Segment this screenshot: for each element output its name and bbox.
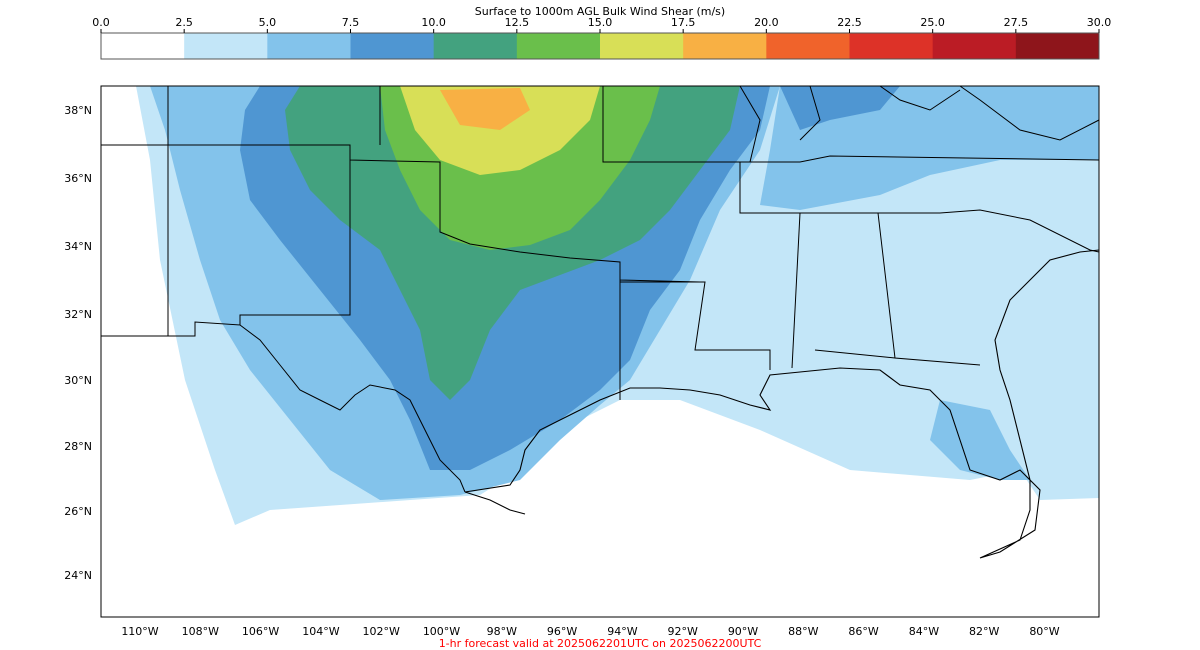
colorbar-swatch bbox=[101, 33, 185, 59]
colorbar-tick-label: 12.5 bbox=[505, 16, 530, 29]
latitude-label: 36°N bbox=[64, 172, 92, 185]
longitude-labels: 110°W 108°W 106°W 104°W 102°W 100°W 98°W 96°W 94… bbox=[121, 625, 1059, 638]
colorbar-tick-label: 7.5 bbox=[342, 16, 360, 29]
latitude-label: 24°N bbox=[64, 569, 92, 582]
longitude-label: 98°W bbox=[487, 625, 517, 638]
colorbar-swatch bbox=[766, 33, 850, 59]
rio-grande bbox=[239, 324, 466, 493]
map-frame bbox=[100, 85, 1100, 618]
latitude-label: 38°N bbox=[64, 104, 92, 117]
colorbar bbox=[101, 33, 1100, 59]
colorbar-swatch bbox=[1015, 33, 1100, 59]
longitude-label: 94°W bbox=[607, 625, 637, 638]
latitude-label: 32°N bbox=[64, 308, 92, 321]
longitude-label: 90°W bbox=[728, 625, 758, 638]
colorbar-tick-label: 30.0 bbox=[1087, 16, 1112, 29]
shear-band-17.5-20 bbox=[440, 88, 530, 130]
longitude-label: 92°W bbox=[668, 625, 698, 638]
coastline bbox=[464, 249, 1100, 559]
colorbar-tick-label: 22.5 bbox=[837, 16, 862, 29]
shear-field bbox=[136, 86, 1099, 525]
colorbar-tick-label: 15.0 bbox=[588, 16, 613, 29]
colorbar-tick-label: 17.5 bbox=[671, 16, 696, 29]
colorbar-swatch bbox=[849, 33, 934, 59]
longitude-label: 88°W bbox=[788, 625, 818, 638]
colorbar-ticks: 0.0 2.5 5.0 7.5 10.0 12.5 15.0 17.5 20.0 22.5 25.0… bbox=[92, 16, 1111, 33]
colorbar-swatch bbox=[932, 33, 1017, 59]
colorbar-tick-label: 0.0 bbox=[92, 16, 110, 29]
colorbar-swatch bbox=[184, 33, 268, 59]
latitude-label: 30°N bbox=[64, 374, 92, 387]
shear-band-15-17.5 bbox=[400, 86, 600, 175]
latitude-label: 26°N bbox=[64, 505, 92, 518]
colorbar-title: Surface to 1000m AGL Bulk Wind Shear (m/… bbox=[475, 5, 725, 18]
map-panel: 38°N 36°N 34°N 32°N 30°N 28°N 26°N 24°N 110°W 10… bbox=[64, 85, 1100, 638]
longitude-label: 80°W bbox=[1029, 625, 1059, 638]
latitude-label: 34°N bbox=[64, 240, 92, 253]
latitude-labels: 38°N 36°N 34°N 32°N 30°N 28°N 26°N 24°N bbox=[64, 104, 92, 582]
longitude-label: 104°W bbox=[302, 625, 339, 638]
latitude-label: 28°N bbox=[64, 440, 92, 453]
colorbar-tick-label: 20.0 bbox=[754, 16, 779, 29]
colorbar-swatch bbox=[267, 33, 351, 59]
forecast-valid-text: 1-hr forecast valid at 2025062201UTC on … bbox=[439, 637, 762, 650]
longitude-label: 84°W bbox=[909, 625, 939, 638]
longitude-label: 108°W bbox=[182, 625, 219, 638]
colorbar-tick-label: 2.5 bbox=[175, 16, 193, 29]
colorbar-tick-label: 25.0 bbox=[920, 16, 945, 29]
longitude-label: 100°W bbox=[423, 625, 460, 638]
colorbar-swatch bbox=[350, 33, 435, 59]
colorbar-swatch bbox=[683, 33, 767, 59]
longitude-label: 102°W bbox=[363, 625, 400, 638]
colorbar-swatch bbox=[600, 33, 684, 59]
colorbar-swatch bbox=[516, 33, 601, 59]
colorbar-swatch bbox=[433, 33, 518, 59]
longitude-label: 106°W bbox=[242, 625, 279, 638]
colorbar-tick-label: 5.0 bbox=[259, 16, 277, 29]
colorbar-tick-label: 10.0 bbox=[421, 16, 446, 29]
colorbar-tick-label: 27.5 bbox=[1004, 16, 1029, 29]
longitude-label: 82°W bbox=[969, 625, 999, 638]
longitude-label: 86°W bbox=[848, 625, 878, 638]
longitude-label: 96°W bbox=[547, 625, 577, 638]
longitude-label: 110°W bbox=[121, 625, 158, 638]
